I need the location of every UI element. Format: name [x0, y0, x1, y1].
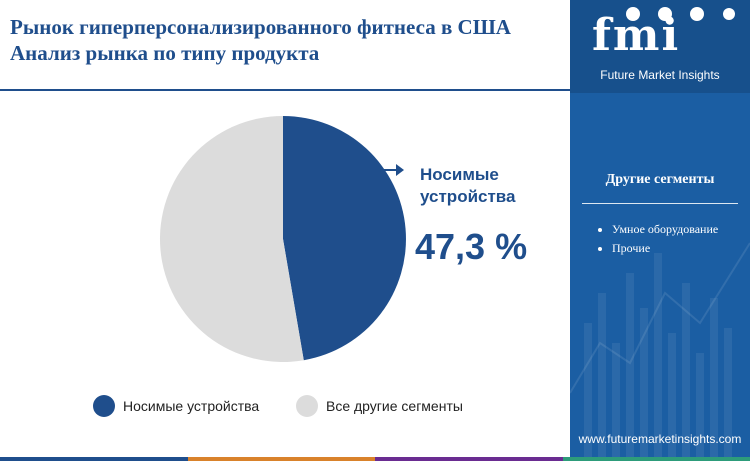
- globe-icon-4: [723, 8, 735, 20]
- sidebar-item-smart-equipment: Умное оборудование: [612, 220, 718, 239]
- pie-chart: Носимые устройства 47,3 %: [159, 116, 527, 362]
- sidebar-item-other: Прочие: [612, 239, 718, 258]
- legend-item-other: Все другие сегменты: [296, 394, 463, 418]
- highlight-value: 47,3 %: [415, 226, 527, 267]
- pie-slice-wearables: [283, 116, 406, 361]
- brand-name: Future Market Insights: [600, 68, 720, 82]
- pie-slice-other: [159, 116, 304, 362]
- title-divider: [0, 89, 570, 91]
- website-link[interactable]: www.futuremarketinsights.com: [578, 432, 742, 446]
- brand-header: fmi Future Market Insights: [570, 0, 750, 93]
- globe-icon-2: [658, 7, 672, 21]
- chart-title: Рынок гиперперсонализированного фитнеса …: [10, 14, 570, 66]
- globe-icon: [626, 7, 640, 21]
- sidebar-title: Другие сегменты: [605, 172, 715, 187]
- sidebar-list: Умное оборудование Прочие: [594, 220, 718, 258]
- globe-icon-3: [690, 7, 704, 21]
- legend-label-wearables: Носимые устройства: [123, 398, 260, 414]
- brand-logo: fmi: [592, 10, 681, 61]
- highlight-label-line-1: Носимые: [420, 165, 499, 184]
- title-line-1: Рынок гиперперсонализированного фитнеса …: [10, 15, 511, 39]
- legend-swatch-wearables: [93, 395, 115, 417]
- callout-arrow-icon: [396, 164, 404, 176]
- sidebar-divider: [582, 203, 738, 204]
- legend-swatch-other: [296, 395, 318, 417]
- legend-label-other: Все другие сегменты: [326, 398, 463, 414]
- title-line-2: Анализ рынка по типу продукта: [10, 41, 320, 65]
- bottom-color-bar: [0, 457, 750, 461]
- panel-background-pattern: [570, 242, 750, 461]
- legend-item-wearables: Носимые устройства: [93, 394, 259, 418]
- sidebar-panel: fmi Future Market Insights Другие сегмен…: [570, 0, 750, 461]
- highlight-label-line-2: устройства: [420, 187, 516, 206]
- logo-icons: [626, 7, 735, 21]
